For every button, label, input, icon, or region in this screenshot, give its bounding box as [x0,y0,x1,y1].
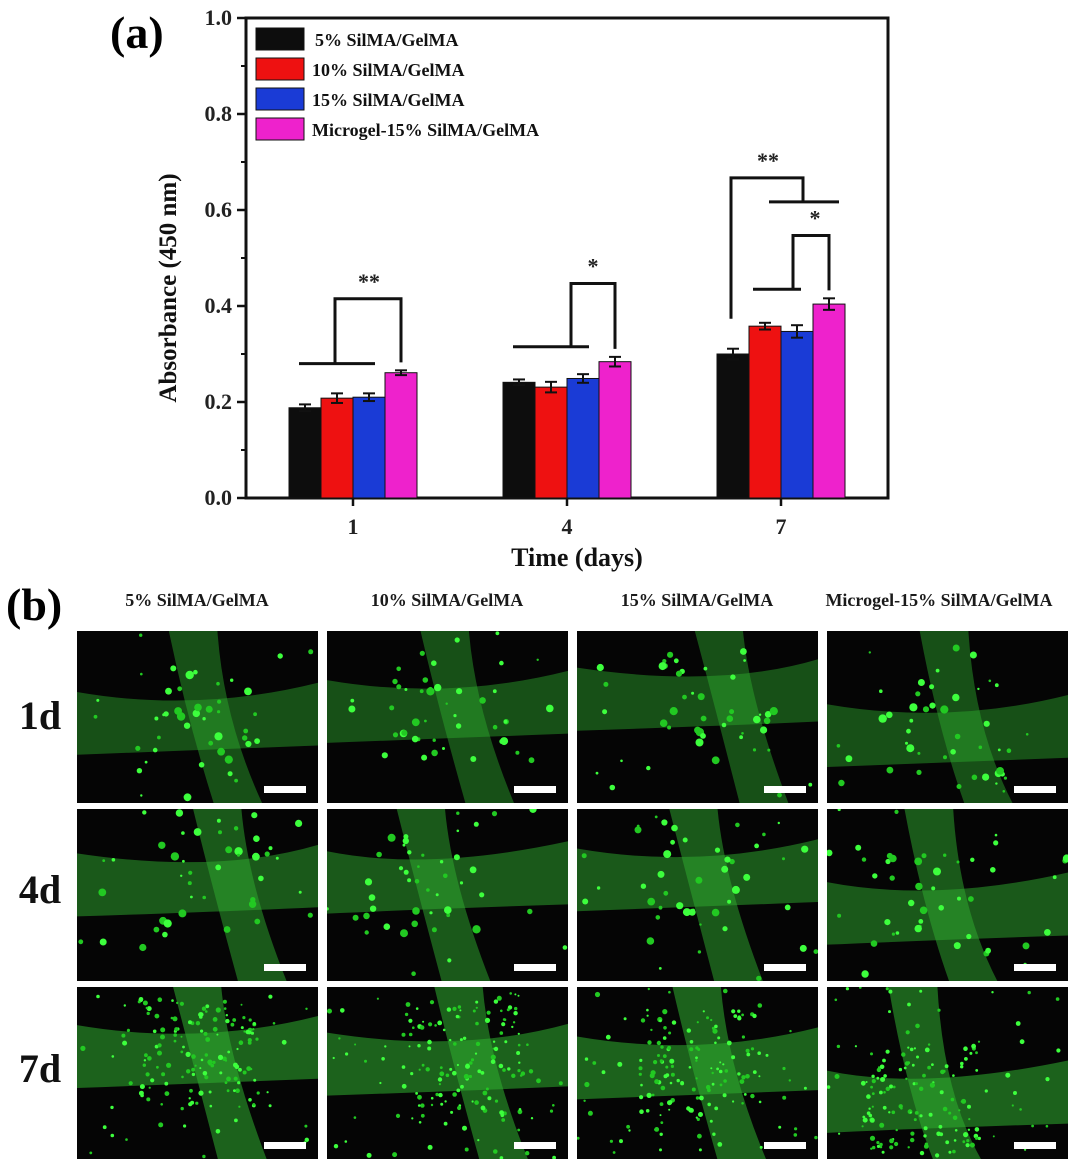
significance-bracket [791,233,831,291]
scale-bar [514,1142,556,1149]
scale-bar [264,964,306,971]
fluorescence-micrograph [827,809,1068,981]
fluorescence-micrograph [327,809,568,981]
bar [566,377,600,499]
column-title-10-silma: 10% SilMA/GelMA [370,590,524,610]
scale-bar [264,1142,306,1149]
bar [812,303,846,499]
y-tick-label: 0.8 [205,101,233,126]
fluorescence-micrograph [827,987,1068,1159]
scale-bar [264,786,306,793]
legend-swatch [255,87,305,111]
scale-bar [514,786,556,793]
x-tick-label: 4 [562,514,573,539]
significance-bracket [333,297,403,364]
legend-entry: 5% SilMA/GelMA [315,30,458,50]
y-tick-label: 1.0 [205,5,233,30]
fluorescence-micrograph [77,809,318,981]
row-label-1d: 1d [18,693,62,738]
y-tick-label: 0.6 [205,197,233,222]
legend-swatch [255,27,305,51]
bar [534,386,568,499]
bar [598,361,632,499]
bar [384,372,418,499]
bar [780,330,814,499]
row-label-7d: 7d [18,1046,62,1091]
panel-b-label: (b) [6,579,63,630]
x-axis-label: Time (days) [511,543,643,572]
significance-label: * [810,205,821,230]
x-tick-label: 1 [348,514,359,539]
column-title-15-silma: 15% SilMA/GelMA [620,590,774,610]
fluorescence-micrograph [827,631,1068,803]
fluorescence-micrograph [327,631,568,803]
y-tick-label: 0.4 [205,293,233,318]
scale-bar [1014,964,1056,971]
bar [716,353,750,499]
scale-bar [764,786,806,793]
x-tick-label: 7 [776,514,787,539]
fluorescence-micrograph [77,987,318,1159]
legend-entry: Microgel-15% SilMA/GelMA [312,120,539,140]
scale-bar [764,964,806,971]
bar-chart: (a) 0.00.20.40.60.81.01 4 7******Time (day… [110,5,890,572]
plot-area: 0.00.20.40.60.81.01 4 7******Time (days)Ab… [155,5,890,572]
bar [748,325,782,499]
column-title-microgel: Microgel-15% SilMA/GelMA [825,590,1053,610]
bar [502,381,536,499]
scale-bar [514,964,556,971]
column-title-5-silma: 5% SilMA/GelMA [125,590,269,610]
fluorescence-micrograph [77,631,318,803]
bar [352,396,386,499]
y-axis-label: Absorbance (450 nm) [155,173,182,402]
legend-swatch [255,57,305,81]
significance-label: ** [757,148,779,173]
panel-a-label: (a) [110,7,164,58]
significance-label: * [588,253,599,278]
bar [320,397,354,499]
fluorescence-micrograph [577,809,818,981]
fluorescence-micrograph [577,631,818,803]
scale-bar [1014,1142,1056,1149]
legend-swatch [255,117,305,141]
fluorescence-micrograph [327,987,568,1159]
significance-bracket [569,281,617,349]
scale-bar [1014,786,1056,793]
y-tick-label: 0.0 [205,485,233,510]
scale-bar [764,1142,806,1149]
bar [288,407,322,499]
significance-label: ** [358,269,380,294]
y-tick-label: 0.2 [205,389,233,414]
row-label-4d: 4d [18,867,62,912]
significance-bracket [729,176,805,319]
legend-entry: 15% SilMA/GelMA [312,90,464,110]
legend-entry: 10% SilMA/GelMA [312,60,464,80]
fluorescence-micrograph [577,987,818,1159]
